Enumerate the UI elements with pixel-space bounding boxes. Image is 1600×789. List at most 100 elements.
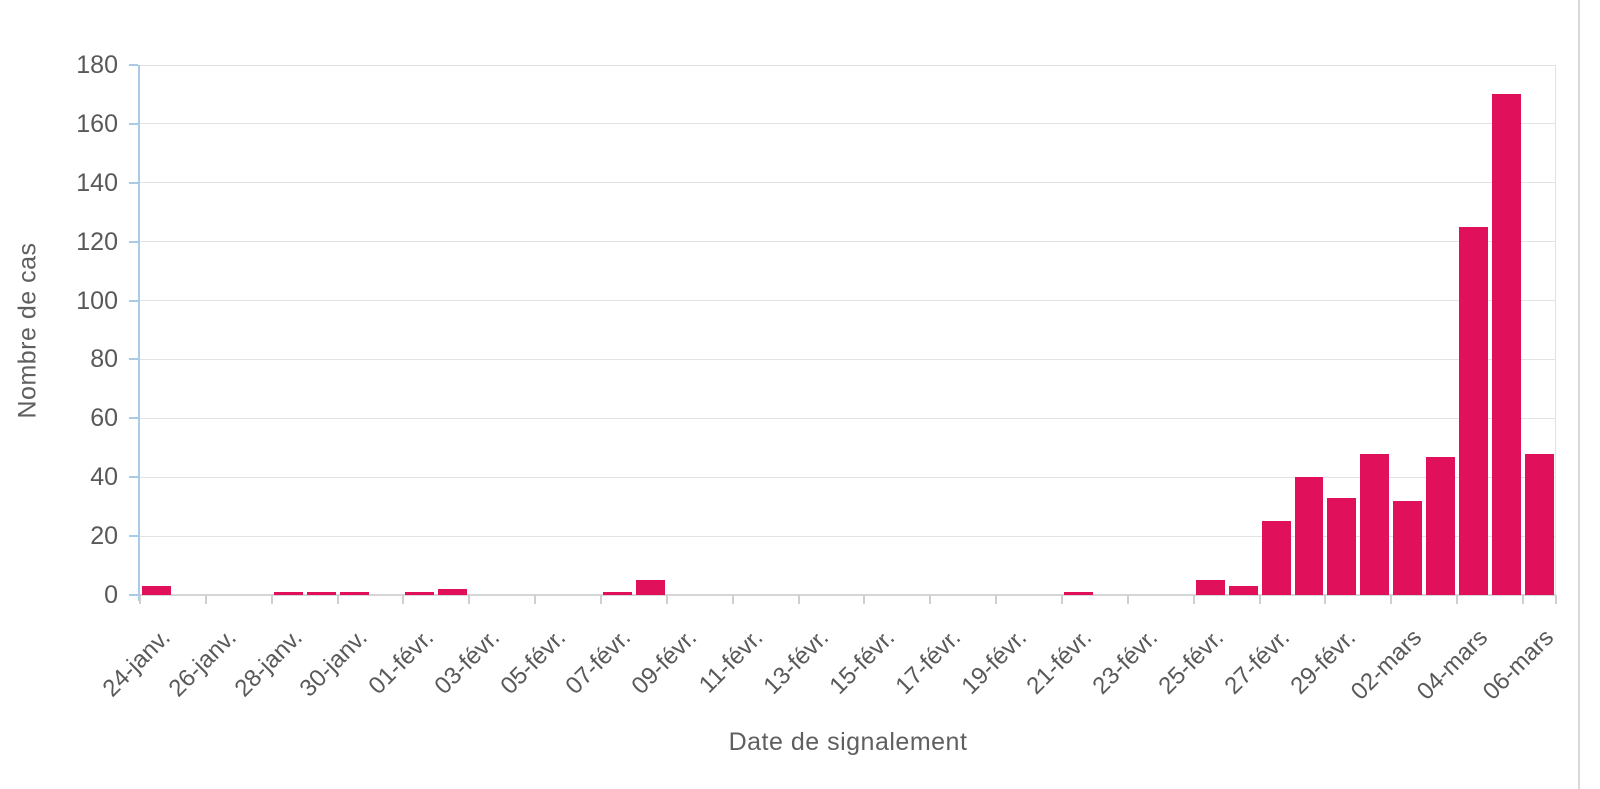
y-tick-label: 0 [104, 581, 118, 609]
bar [1393, 500, 1423, 595]
y-tick-label: 140 [76, 168, 118, 197]
page-edge-line [1578, 0, 1580, 789]
x-tick-label-text: 07-févr. [560, 624, 637, 700]
x-tick-mark [1555, 595, 1557, 604]
x-tick-mark [995, 595, 998, 604]
gridline [140, 535, 1556, 537]
x-axis-line [140, 594, 1556, 596]
x-tick-label-text: 23-févr. [1087, 624, 1164, 700]
y-tick-label: 80 [90, 345, 118, 374]
x-tick-mark [863, 595, 866, 604]
x-tick-label-text: 09-févr. [626, 624, 703, 700]
x-tick-label-text: 04-mars [1411, 624, 1493, 706]
x-tick-label-text: 06-mars [1477, 624, 1559, 706]
x-tick-label-text: 25-févr. [1153, 624, 1230, 700]
y-tick-mark [129, 535, 138, 538]
y-axis-line [138, 65, 140, 601]
x-tick-label-text: 13-févr. [758, 624, 835, 700]
x-tick-mark [270, 595, 273, 604]
y-tick-mark [129, 240, 138, 243]
x-tick-mark [1192, 595, 1195, 604]
bar [1459, 226, 1489, 595]
y-tick-mark [129, 417, 138, 420]
bar [1426, 456, 1456, 595]
x-tick-mark [600, 595, 603, 604]
x-tick-mark [929, 595, 932, 604]
bar [438, 589, 468, 595]
bar [1294, 477, 1324, 595]
y-tick-mark [129, 358, 138, 361]
bar [1327, 497, 1357, 595]
y-tick-label: 160 [76, 109, 118, 138]
bar [405, 592, 435, 595]
bar [1492, 94, 1522, 595]
x-tick-label-text: 11-févr. [693, 624, 769, 699]
gridline [140, 123, 1556, 125]
y-tick-mark [129, 299, 138, 302]
y-tick-label: 20 [90, 522, 118, 551]
x-tick-mark [1126, 595, 1129, 604]
x-tick-mark [1456, 595, 1459, 604]
plot-right-border [1555, 65, 1556, 604]
bar [1525, 453, 1554, 595]
bar [1064, 592, 1093, 595]
x-tick-label-text: 30-janv. [294, 624, 374, 703]
x-tick-label-text: 17-févr. [890, 624, 966, 700]
bar [1261, 521, 1291, 595]
bar [603, 592, 632, 595]
bar [273, 592, 303, 595]
y-tick-label: 40 [90, 463, 118, 492]
x-tick-label-text: 15-févr. [824, 624, 901, 700]
bar [142, 586, 171, 595]
x-tick-mark [1522, 595, 1525, 604]
x-tick-mark [1324, 595, 1327, 604]
y-tick-mark [129, 64, 138, 66]
y-tick-mark [129, 594, 138, 596]
x-tick-label-text: 03-févr. [429, 624, 505, 700]
gridline [140, 476, 1556, 478]
bar [1360, 453, 1390, 595]
gridline [140, 64, 1556, 66]
y-tick-label: 180 [76, 51, 118, 79]
bar [1228, 586, 1258, 595]
x-tick-label-text: 21-févr. [1021, 624, 1098, 700]
x-tick-mark [797, 595, 800, 604]
bar [1195, 580, 1225, 595]
bar [339, 592, 369, 595]
y-tick-mark [129, 122, 138, 125]
x-tick-label-text: 05-févr. [495, 624, 571, 700]
gridline [140, 241, 1556, 243]
y-tick-mark [129, 181, 138, 184]
x-tick-label-text: 28-janv. [229, 624, 308, 703]
x-tick-label-text: 26-janv. [163, 624, 242, 703]
x-tick-mark [1061, 595, 1064, 604]
x-tick-label-text: 02-mars [1345, 624, 1427, 706]
y-tick-mark [129, 476, 138, 479]
x-tick-mark [468, 595, 471, 604]
y-tick-label: 120 [76, 227, 118, 256]
bar [635, 580, 665, 595]
gridline [140, 358, 1556, 360]
x-tick-label-text: 01-févr. [363, 624, 439, 700]
x-tick-mark [731, 595, 734, 604]
x-tick-mark [336, 595, 339, 604]
x-tick-mark [204, 595, 207, 604]
gridline [140, 417, 1556, 419]
x-tick-mark [402, 595, 405, 604]
bar [306, 592, 336, 595]
y-tick-label: 100 [76, 286, 118, 315]
x-axis-title: Date de signalement [728, 728, 968, 756]
x-tick-label-text: 19-févr. [956, 624, 1032, 700]
gridline [140, 300, 1556, 302]
x-tick-mark [665, 595, 668, 604]
gridline [140, 182, 1556, 184]
x-tick-label-text: 27-févr. [1219, 624, 1296, 700]
x-tick-label-text: 24-janv. [97, 624, 176, 703]
x-tick-mark [534, 595, 537, 604]
x-tick-mark [139, 595, 141, 604]
x-tick-mark [1390, 595, 1393, 604]
x-tick-mark [1258, 595, 1261, 604]
y-tick-label: 60 [90, 404, 118, 433]
